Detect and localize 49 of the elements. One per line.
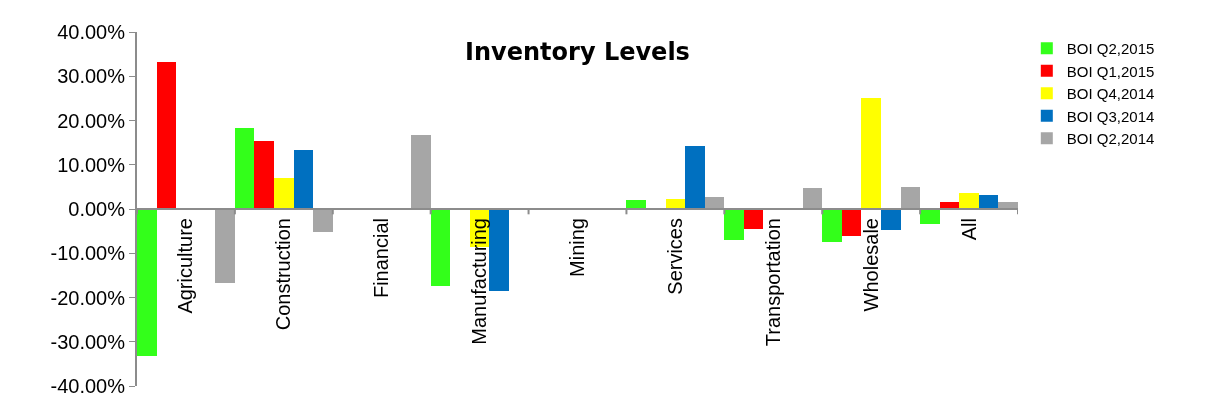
y-tick-label: -20.00%: [50, 286, 126, 309]
y-tick-label: 40.00%: [57, 21, 126, 43]
x-tick-label: Transportation: [761, 218, 784, 347]
x-tick-label: Manufacturing: [468, 218, 491, 345]
bar: [274, 178, 294, 209]
x-tick-label: Agriculture: [174, 218, 197, 314]
bar: [235, 128, 254, 209]
y-tick-label: -10.00%: [50, 242, 126, 265]
x-tick-label: Wholesale: [859, 218, 882, 312]
bar: [861, 98, 881, 209]
legend-label: BOI Q4,2014: [1066, 85, 1155, 103]
bar: [920, 209, 940, 224]
bar: [411, 135, 431, 209]
bar: [489, 209, 509, 291]
bar: [822, 209, 842, 242]
x-tick-label: All: [957, 218, 980, 241]
y-tick-label: -30.00%: [50, 330, 126, 353]
y-tick-label: 30.00%: [57, 65, 126, 88]
bar: [313, 209, 333, 232]
x-tick-label: Financial: [370, 218, 393, 299]
x-tick-label: Services: [663, 218, 686, 295]
bar: [431, 209, 450, 286]
legend-label: BOI Q2,2014: [1066, 130, 1155, 148]
bar: [685, 146, 705, 209]
legend-label: BOI Q2,2015: [1066, 40, 1155, 58]
legend-label: BOI Q1,2015: [1066, 62, 1155, 80]
y-tick-label: 10.00%: [57, 153, 126, 176]
bar: [157, 62, 176, 209]
x-tick-label: Mining: [566, 218, 588, 277]
chart-title: Inventory Levels: [465, 38, 690, 67]
bar: [803, 188, 822, 209]
bar: [254, 141, 274, 209]
bar: [724, 209, 744, 240]
bar: [842, 209, 861, 236]
y-tick-label: -40.00%: [50, 375, 126, 397]
bar: [215, 209, 235, 283]
x-tick-label: Construction: [272, 218, 295, 331]
bar: [959, 193, 979, 209]
bar: [137, 209, 157, 356]
bar: [744, 209, 763, 229]
bar: [881, 209, 901, 230]
bar: [979, 195, 998, 209]
bar: [901, 187, 920, 209]
bar: [294, 150, 313, 209]
bar: [705, 197, 724, 209]
y-tick-label: 0.00%: [68, 198, 126, 220]
y-tick-label: 20.00%: [57, 109, 126, 132]
legend-label: BOI Q3,2014: [1066, 107, 1155, 125]
bar: [666, 199, 685, 209]
